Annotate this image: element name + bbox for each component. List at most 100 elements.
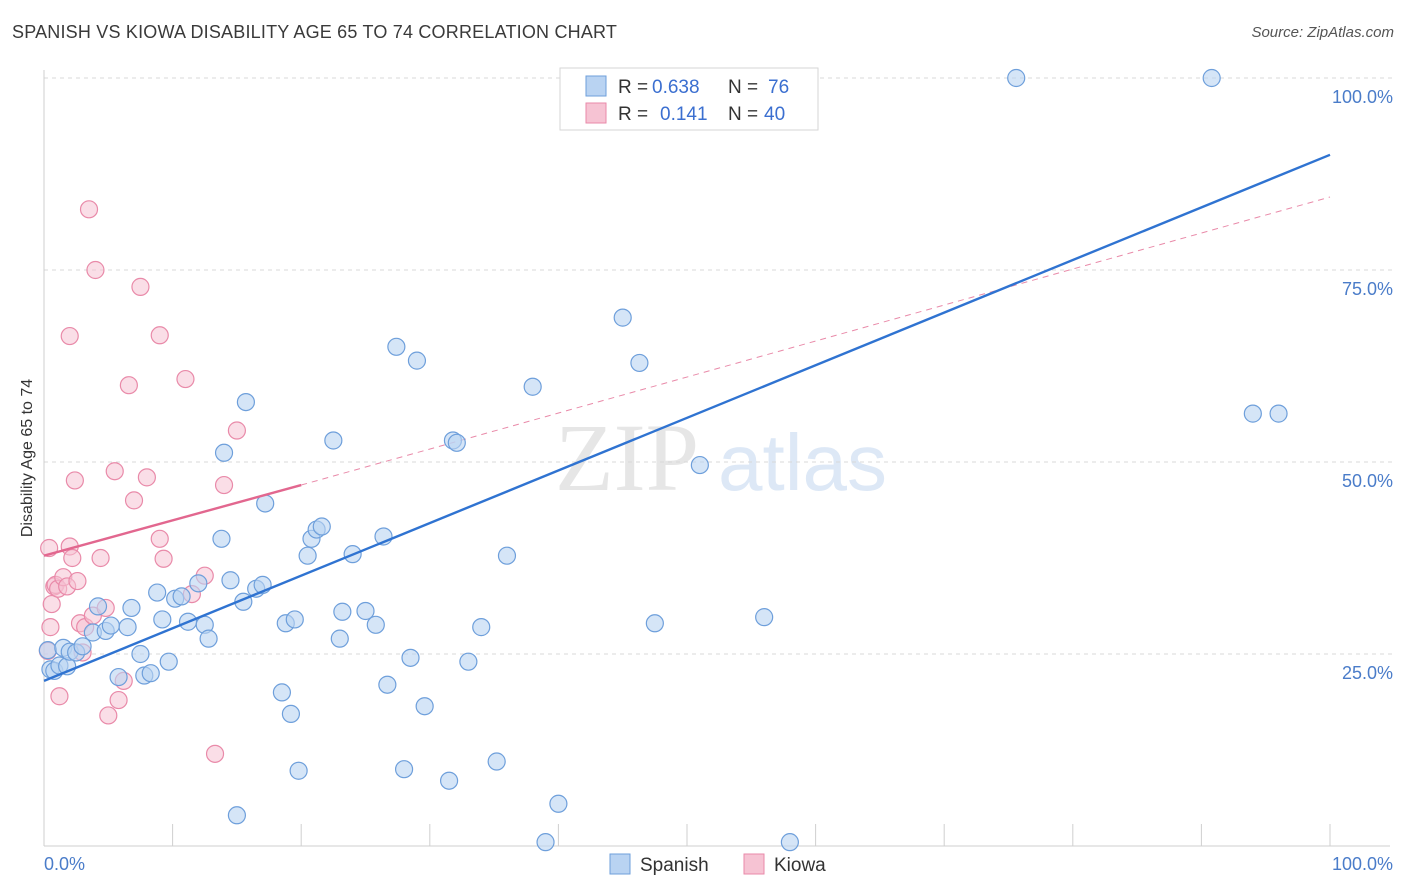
kiowa-point [176, 369, 195, 389]
x-axis-ticks [172, 824, 1331, 846]
spanish-point [101, 616, 120, 635]
spanish-point [1007, 68, 1026, 88]
spanish-point [189, 574, 208, 593]
y-axis-tick-labels: 25.0% 50.0% 75.0% 100.0% [1332, 87, 1393, 683]
spanish-point [73, 637, 92, 656]
spanish-point [298, 546, 317, 565]
spanish-point [212, 529, 231, 548]
spanish-point [227, 806, 246, 825]
kiowa-point [50, 687, 69, 706]
spanish-point [272, 683, 292, 702]
legend-n-label-kiowa: N = [728, 104, 758, 125]
spanish-point [487, 752, 506, 771]
spanish-point [401, 648, 420, 667]
spanish-point [439, 771, 459, 790]
grid-lines [44, 77, 1392, 655]
spanish-point [415, 697, 434, 716]
chart-title: SPANISH VS KIOWA DISABILITY AGE 65 TO 74… [12, 22, 618, 42]
spanish-point [333, 602, 352, 621]
spanish-trendline [43, 153, 1331, 682]
kiowa-point [99, 706, 118, 725]
kiowa-point [65, 471, 84, 490]
watermark-atlas: atlas [718, 418, 887, 507]
spanish-point [472, 618, 491, 637]
bottom-legend: Spanish Kiowa [609, 853, 826, 876]
x-tick-label: 0.0% [44, 854, 85, 874]
x-tick-label: 100.0% [1332, 854, 1393, 874]
spanish-point [523, 377, 542, 396]
spanish-point [324, 431, 343, 450]
kiowa-trendline [43, 483, 302, 557]
top-legend: R = 0.638 N = 76 R = 0.141 N = 40 [559, 67, 819, 131]
spanish-point [356, 601, 375, 621]
kiowa-point [79, 200, 99, 219]
y-tick-label: 25.0% [1342, 663, 1393, 683]
kiowa-point [205, 744, 225, 763]
kiowa-point [86, 260, 105, 280]
spanish-point [447, 433, 466, 452]
spanish-point [214, 443, 234, 462]
spanish-point [109, 667, 128, 687]
spanish-point [378, 675, 397, 694]
y-tick-label: 50.0% [1342, 471, 1393, 491]
spanish-point [330, 629, 349, 648]
y-tick-label: 75.0% [1342, 279, 1393, 299]
kiowa-point [150, 326, 169, 345]
legend-swatch-spanish [585, 75, 607, 97]
spanish-point [690, 455, 709, 475]
kiowa-point [105, 462, 124, 481]
spanish-point [141, 664, 160, 683]
legend-swatch-kiowa [585, 102, 607, 124]
kiowa-point [150, 529, 169, 548]
spanish-point [497, 546, 517, 565]
spanish-point [159, 652, 178, 671]
kiowa-point [214, 475, 234, 495]
kiowa-point [227, 421, 246, 440]
spanish-point [387, 337, 406, 356]
kiowa-point [131, 277, 150, 296]
kiowa-point [137, 468, 156, 487]
spanish-point [312, 517, 331, 536]
spanish-point [549, 794, 568, 813]
bottom-legend-swatch-kiowa [743, 853, 765, 875]
spanish-point [148, 583, 167, 602]
spanish-point [221, 571, 240, 590]
spanish-point [289, 761, 308, 780]
spanish-point [153, 610, 172, 629]
spanish-point [172, 587, 191, 606]
spanish-point [131, 644, 150, 664]
dashed-reference-line [301, 196, 1331, 486]
kiowa-point [60, 326, 79, 346]
legend-n-value-spanish: 76 [768, 77, 789, 98]
y-tick-label: 100.0% [1332, 87, 1393, 107]
bottom-legend-swatch-spanish [609, 853, 631, 875]
trend-lines [43, 153, 1331, 682]
bottom-legend-label-kiowa: Kiowa [774, 855, 826, 876]
spanish-point [755, 608, 774, 627]
kiowa-point [41, 618, 60, 637]
spanish-point [394, 760, 414, 779]
spanish-point [1202, 68, 1221, 88]
spanish-point [1243, 404, 1262, 423]
spanish-point [1269, 404, 1288, 423]
y-axis-label: Disability Age 65 to 74 [19, 379, 36, 537]
legend-r-label-spanish: R = [618, 77, 648, 98]
bottom-legend-label-spanish: Spanish [640, 855, 709, 876]
kiowa-point [91, 548, 110, 568]
spanish-point [199, 629, 218, 648]
spanish-point [285, 610, 304, 629]
spanish-point [536, 833, 555, 852]
spanish-point [366, 615, 385, 634]
kiowa-point [119, 376, 138, 395]
reference-line [301, 196, 1331, 486]
legend-r-label-kiowa: R = [618, 104, 648, 125]
spanish-point [118, 618, 137, 637]
legend-r-value-kiowa: 0.141 [660, 104, 708, 125]
spanish-point [613, 308, 632, 327]
legend-n-value-kiowa: 40 [764, 104, 785, 125]
kiowa-point [42, 594, 61, 614]
legend-r-value-spanish: 0.638 [652, 77, 700, 98]
kiowa-point [63, 548, 82, 568]
spanish-point [407, 351, 427, 370]
